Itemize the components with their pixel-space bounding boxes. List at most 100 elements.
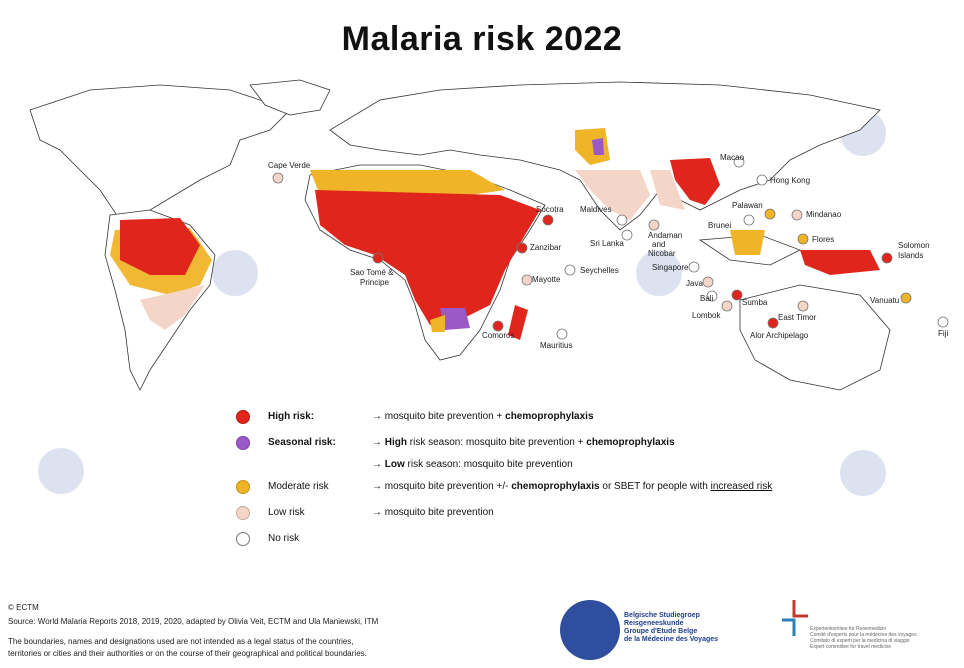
seasia-low (650, 170, 685, 210)
amazon-high (120, 218, 200, 275)
ekrm-logo (782, 600, 808, 636)
legend-seasonal: Seasonal risk: → High risk season: mosqu… (236, 436, 856, 454)
legend-high-desc: → mosquito bite prevention + chemoprophy… (372, 411, 594, 422)
island-label: Alor Archipelago (750, 331, 809, 340)
greenland (249, 79, 331, 116)
island-marker (731, 289, 743, 301)
island-marker (542, 214, 554, 226)
island-label: Solomon (898, 241, 930, 250)
island-label: Brunei (708, 221, 731, 230)
legend-moderate-swatch (236, 480, 250, 494)
legend-seasonal-label: Seasonal risk: (268, 437, 336, 448)
source-note: Source: World Malaria Reports 2018, 2019… (8, 617, 379, 626)
legend-none-label: No risk (268, 533, 300, 544)
watermark-logo (840, 450, 886, 496)
island-marker (797, 233, 809, 245)
island-marker (564, 264, 576, 276)
island-marker (767, 317, 779, 329)
island-label: Macao (720, 153, 745, 162)
legend-seasonal-low: → Low risk season: mosquito bite prevent… (236, 458, 856, 476)
papua-high (800, 250, 880, 275)
india-moderate (575, 128, 610, 165)
bsg-logo-text: Belgische Studiegroep Reisgeneeskunde Gr… (624, 612, 719, 643)
island-label: Socotra (536, 205, 564, 214)
island-label: Mayotte (532, 275, 561, 284)
island-label: Nicobar (648, 249, 676, 258)
africa-south-moderate (430, 315, 445, 332)
island-marker (272, 172, 284, 184)
legend-moderate-desc: → mosquito bite prevention +/- chemoprop… (372, 481, 773, 492)
island-marker (797, 300, 809, 312)
disclaimer-line1: The boundaries, names and designations u… (8, 637, 354, 646)
island-label: Andaman (648, 231, 682, 240)
legend-none-swatch (236, 532, 250, 546)
watermark-logo (636, 250, 682, 296)
island-label: Bali (700, 294, 714, 303)
legend-seasonal-swatch (236, 436, 250, 450)
legend-low: Low risk → mosquito bite prevention (236, 506, 856, 524)
island-label: Sri Lanka (590, 239, 624, 248)
island-marker (791, 209, 803, 221)
island-marker (702, 276, 714, 288)
legend-seasonal-low-desc: → Low risk season: mosquito bite prevent… (372, 459, 573, 470)
island-label: and (652, 240, 665, 249)
island-label: Mauritius (540, 341, 572, 350)
copyright: © ECTM (8, 603, 39, 612)
island-label: Sumba (742, 298, 768, 307)
legend-high-label: High risk: (268, 411, 315, 422)
watermark-logo (38, 448, 84, 494)
legend-high-swatch (236, 410, 250, 424)
island-label: Comoros (482, 331, 514, 340)
india-low (575, 170, 650, 220)
island-marker (721, 300, 733, 312)
island-marker (616, 214, 628, 226)
island-label: Vanuatu (870, 296, 899, 305)
island-marker (521, 274, 533, 286)
legend-low-label: Low risk (268, 507, 305, 518)
legend-none: No risk (236, 532, 856, 550)
madagascar-high (508, 305, 528, 340)
legend-high: High risk: → mosquito bite prevention + … (236, 410, 856, 428)
island-label: Fiji (938, 329, 948, 338)
island-label: Java (686, 279, 703, 288)
island-label: Zanzibar (530, 243, 561, 252)
island-label: Lombok (692, 311, 721, 320)
island-marker (492, 320, 504, 332)
africa-high (315, 190, 540, 325)
seasia-high (670, 158, 720, 205)
island-marker (621, 229, 633, 241)
island-label: Flores (812, 235, 834, 244)
legend-moderate: Moderate risk → mosquito bite prevention… (236, 480, 856, 498)
island-label: Hong Kong (770, 176, 810, 185)
island-marker (706, 290, 718, 302)
island-label: Islands (898, 251, 923, 260)
north-america (29, 84, 291, 231)
borneo-moderate (730, 230, 765, 255)
ekrm-logo-text: Expertenkomitee für Reisemedizin Comité … (810, 626, 917, 650)
island-marker (372, 252, 384, 264)
watermark-logo (212, 250, 258, 296)
island-marker (648, 219, 660, 231)
island-marker (764, 208, 776, 220)
legend-seasonal-desc: → High risk season: mosquito bite preven… (372, 437, 675, 448)
island-label: Seychelles (580, 266, 619, 275)
island-marker (556, 328, 568, 340)
australia (739, 284, 891, 391)
bsg-logo (560, 600, 620, 660)
world-map: Cape Verde Socotra Zanzibar Sao Tomé &Princ… (29, 79, 949, 391)
island-label: Singapore (652, 263, 689, 272)
legend-low-swatch (236, 506, 250, 520)
disclaimer-line2: territories or cities and their authorit… (8, 649, 367, 658)
island-label: East Timor (778, 313, 817, 322)
island-marker (688, 261, 700, 273)
island-marker (733, 156, 745, 168)
map-title: Malaria risk 2022 (341, 20, 623, 58)
island-label: Principe (360, 278, 389, 287)
island-label: Palawan (732, 201, 763, 210)
south-america-low (140, 285, 205, 330)
india-seasonal (592, 138, 604, 155)
island-marker (881, 252, 893, 264)
legend-moderate-label: Moderate risk (268, 481, 329, 492)
island-marker (937, 316, 949, 328)
africa-seasonal (440, 308, 470, 330)
